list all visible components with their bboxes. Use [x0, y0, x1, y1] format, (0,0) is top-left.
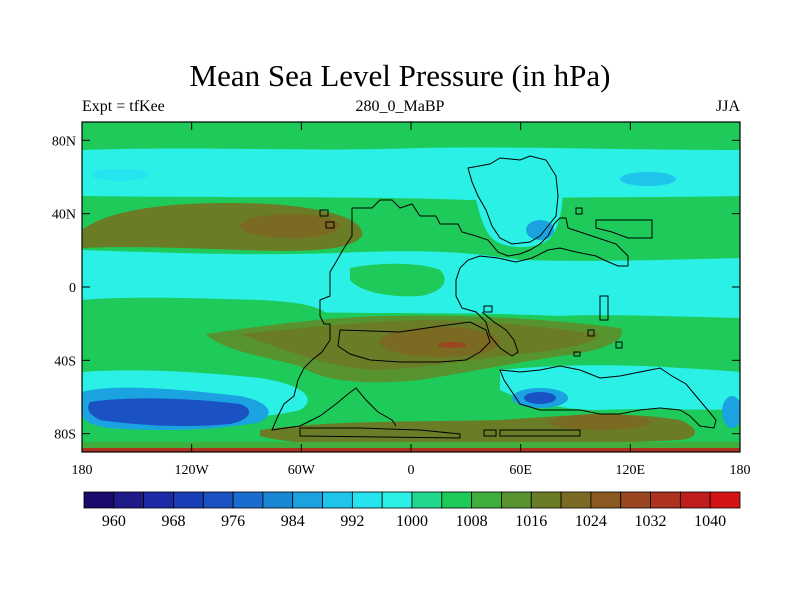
colorbar-label: 1032: [635, 513, 667, 530]
north-cyan-belt: [82, 147, 740, 200]
islet-outline-3: [575, 207, 583, 215]
longitude-axis: 180 120W 60W 0 60E 120E 180: [72, 122, 751, 478]
antarctic-high-core: [550, 414, 650, 430]
experiment-label: Expt = tfKee: [82, 98, 165, 115]
lat-tick-label: 0: [69, 281, 76, 296]
colorbar-swatch: [202, 491, 234, 509]
colorbar-label: 960: [102, 513, 126, 530]
polar-island-outline: [499, 429, 581, 437]
south-high-peak: [438, 342, 466, 348]
lon-tick-label: 60E: [509, 463, 532, 478]
south-low-east: [524, 392, 556, 404]
colorbar-label: 976: [221, 513, 245, 530]
colorbar-label: 992: [340, 513, 364, 530]
lat-tick-label: 40N: [52, 208, 76, 223]
plot-title: Mean Sea Level Pressure (in hPa): [189, 58, 611, 93]
southern-continent-outline: [337, 321, 491, 363]
afro-eurasia-outline: [352, 199, 629, 357]
america-outline: [271, 208, 397, 431]
islet-outline-5: [587, 329, 595, 337]
colorbar-swatch: [292, 491, 323, 509]
south-low-west: [88, 398, 250, 427]
north-cyan-core: [92, 169, 148, 181]
colorbar-label: 1016: [515, 513, 547, 530]
north-high-core: [240, 214, 340, 238]
continent-outlines: [271, 155, 717, 439]
colorbar-label: 1040: [694, 513, 726, 530]
asia-low-core: [526, 220, 554, 240]
colorbar-swatch: [679, 491, 711, 509]
asia-blue-low: [620, 172, 676, 186]
east-asia-outline: [595, 219, 653, 239]
lon-tick-label: 0: [408, 463, 415, 478]
lon-tick-label: 180: [72, 463, 93, 478]
time-label: 280_0_MaBP: [355, 98, 445, 115]
colorbar-swatch: [381, 491, 413, 509]
pressure-field: [82, 122, 740, 452]
islet-outline-1: [319, 209, 329, 217]
colorbar-swatch: [232, 491, 264, 509]
lon-tick-label: 180: [730, 463, 751, 478]
colorbar-swatch: [113, 491, 145, 509]
colorbar: 960 968 976 984 992 1000 1008 1016 1024 1032 1040: [83, 491, 741, 530]
colorbar-label: 1024: [575, 513, 607, 530]
islet-outline-6: [573, 351, 581, 357]
colorbar-swatch: [143, 491, 174, 509]
south-high-core: [380, 327, 500, 357]
colorbar-swatch: [411, 491, 443, 509]
colorbar-swatch: [262, 491, 294, 509]
colorbar-swatch: [560, 491, 592, 509]
lat-tick-label: 40S: [54, 354, 76, 369]
polar-margin-outline: [299, 427, 461, 439]
islet-outline-2: [325, 221, 335, 229]
antarctic-region-outline: [499, 365, 717, 429]
colorbar-swatch: [471, 491, 502, 509]
colorbar-swatch: [590, 491, 622, 509]
islet-outline-4: [483, 305, 493, 313]
colorbar-label: 968: [161, 513, 185, 530]
colorbar-swatch: [530, 491, 562, 509]
polar-islet-outline: [483, 429, 497, 437]
colorbar-label: 984: [281, 513, 305, 530]
colorbar-swatch: [83, 491, 115, 509]
lat-tick-label: 80S: [54, 428, 76, 443]
north-asia-outline: [467, 155, 559, 245]
colorbar-label: 1008: [456, 513, 488, 530]
colorbar-swatch: [441, 491, 473, 509]
lon-tick-label: 60W: [288, 463, 316, 478]
equatorial-green-patch: [350, 263, 445, 297]
lat-tick-label: 80N: [52, 134, 76, 149]
colorbar-swatch: [173, 491, 204, 509]
west-green-patch: [82, 297, 330, 318]
islet-outline-7: [615, 341, 623, 349]
latitude-axis: 80N 40N 0 40S 80S: [52, 134, 740, 443]
south-low-edge: [722, 396, 740, 428]
colorbar-swatch: [322, 491, 353, 509]
colorbar-swatch: [501, 491, 532, 509]
colorbar-swatch: [709, 491, 741, 509]
colorbar-swatch: [351, 491, 383, 509]
colorbar-swatch: [620, 491, 651, 509]
lon-tick-label: 120W: [175, 463, 210, 478]
colorbar-label: 1000: [396, 513, 428, 530]
lon-tick-label: 120E: [616, 463, 646, 478]
colorbar-swatch: [650, 491, 681, 509]
island-outline-1: [599, 295, 609, 321]
season-label: JJA: [715, 98, 740, 115]
